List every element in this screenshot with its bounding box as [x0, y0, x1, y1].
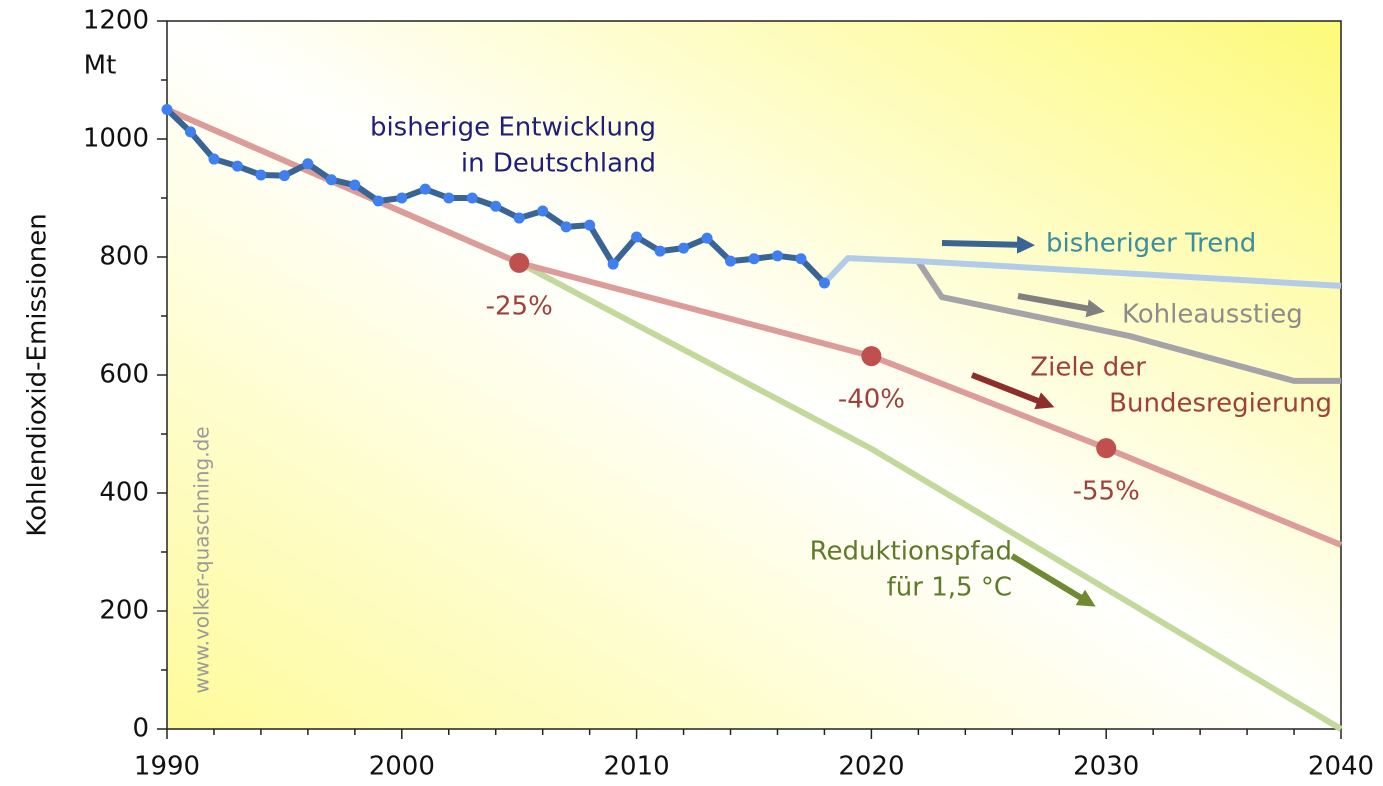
data-point	[466, 192, 478, 204]
target-label: -25%	[486, 291, 553, 321]
data-point	[161, 104, 173, 115]
annotation: bisherige Entwicklung	[370, 113, 656, 143]
annotation: für 1,5 °C	[887, 573, 1012, 603]
data-point	[443, 192, 455, 204]
annotation: Reduktionspfad	[810, 537, 1012, 567]
x-tick-label: 2000	[369, 752, 435, 782]
series-line	[915, 260, 1341, 384]
data-point	[490, 200, 502, 212]
y-tick-label: 800	[99, 242, 149, 272]
series-line	[822, 255, 1342, 289]
data-point	[184, 126, 196, 138]
target-label: -40%	[838, 385, 905, 415]
arrow	[970, 372, 1055, 410]
watermark: www.volker-quaschning.de	[190, 426, 214, 693]
arrow	[941, 235, 1035, 254]
x-tick-label: 2040	[1308, 752, 1374, 782]
x-tick-label: 1990	[134, 752, 200, 782]
data-point	[302, 158, 314, 170]
data-point	[748, 253, 760, 265]
y-tick-label: 400	[99, 478, 149, 508]
data-point	[372, 195, 384, 207]
data-point	[818, 277, 830, 289]
arrow	[1017, 293, 1105, 318]
data-point	[513, 212, 525, 224]
data-point	[771, 250, 783, 262]
arrow	[1010, 553, 1096, 607]
data-point	[631, 231, 643, 243]
data-point	[278, 170, 290, 182]
x-tick-label: 2030	[1073, 752, 1139, 782]
annotation: bisheriger Trend	[1046, 229, 1256, 259]
data-point	[795, 253, 807, 265]
data-point	[537, 205, 549, 217]
data-point	[584, 219, 596, 231]
y-tick-label: 600	[99, 360, 149, 390]
target-point	[1096, 438, 1117, 459]
annotation: Kohleausstieg	[1122, 300, 1303, 330]
data-point	[208, 153, 220, 165]
x-tick-label: 2010	[604, 752, 670, 782]
annotation: Bundesregierung	[1109, 389, 1332, 419]
y-tick-label: 200	[99, 596, 149, 626]
data-point	[654, 245, 666, 257]
data-point	[560, 221, 572, 233]
y-tick-label: 1200	[83, 6, 149, 36]
data-point	[607, 258, 619, 270]
data-point	[678, 242, 690, 254]
annotation: Ziele der	[1030, 353, 1146, 383]
y-unit: Mt	[84, 51, 117, 81]
annotation: in Deutschland	[461, 149, 656, 179]
arrows	[941, 235, 1105, 607]
y-tick-label: 0	[132, 714, 149, 744]
data-point	[231, 160, 243, 172]
data-point	[419, 183, 431, 195]
axes	[157, 20, 1342, 739]
target-point	[509, 252, 530, 273]
data-point	[325, 174, 337, 186]
y-tick-label: 1000	[83, 124, 149, 154]
target-label: -55%	[1073, 477, 1140, 507]
data-point	[349, 179, 361, 191]
data-point	[255, 169, 267, 181]
data-point	[701, 232, 713, 244]
data-point	[725, 255, 737, 267]
data-point	[396, 192, 408, 204]
y-axis-label: Kohlendioxid-Emissionen	[23, 213, 53, 536]
x-tick-label: 2020	[838, 752, 904, 782]
target-point	[861, 346, 882, 367]
